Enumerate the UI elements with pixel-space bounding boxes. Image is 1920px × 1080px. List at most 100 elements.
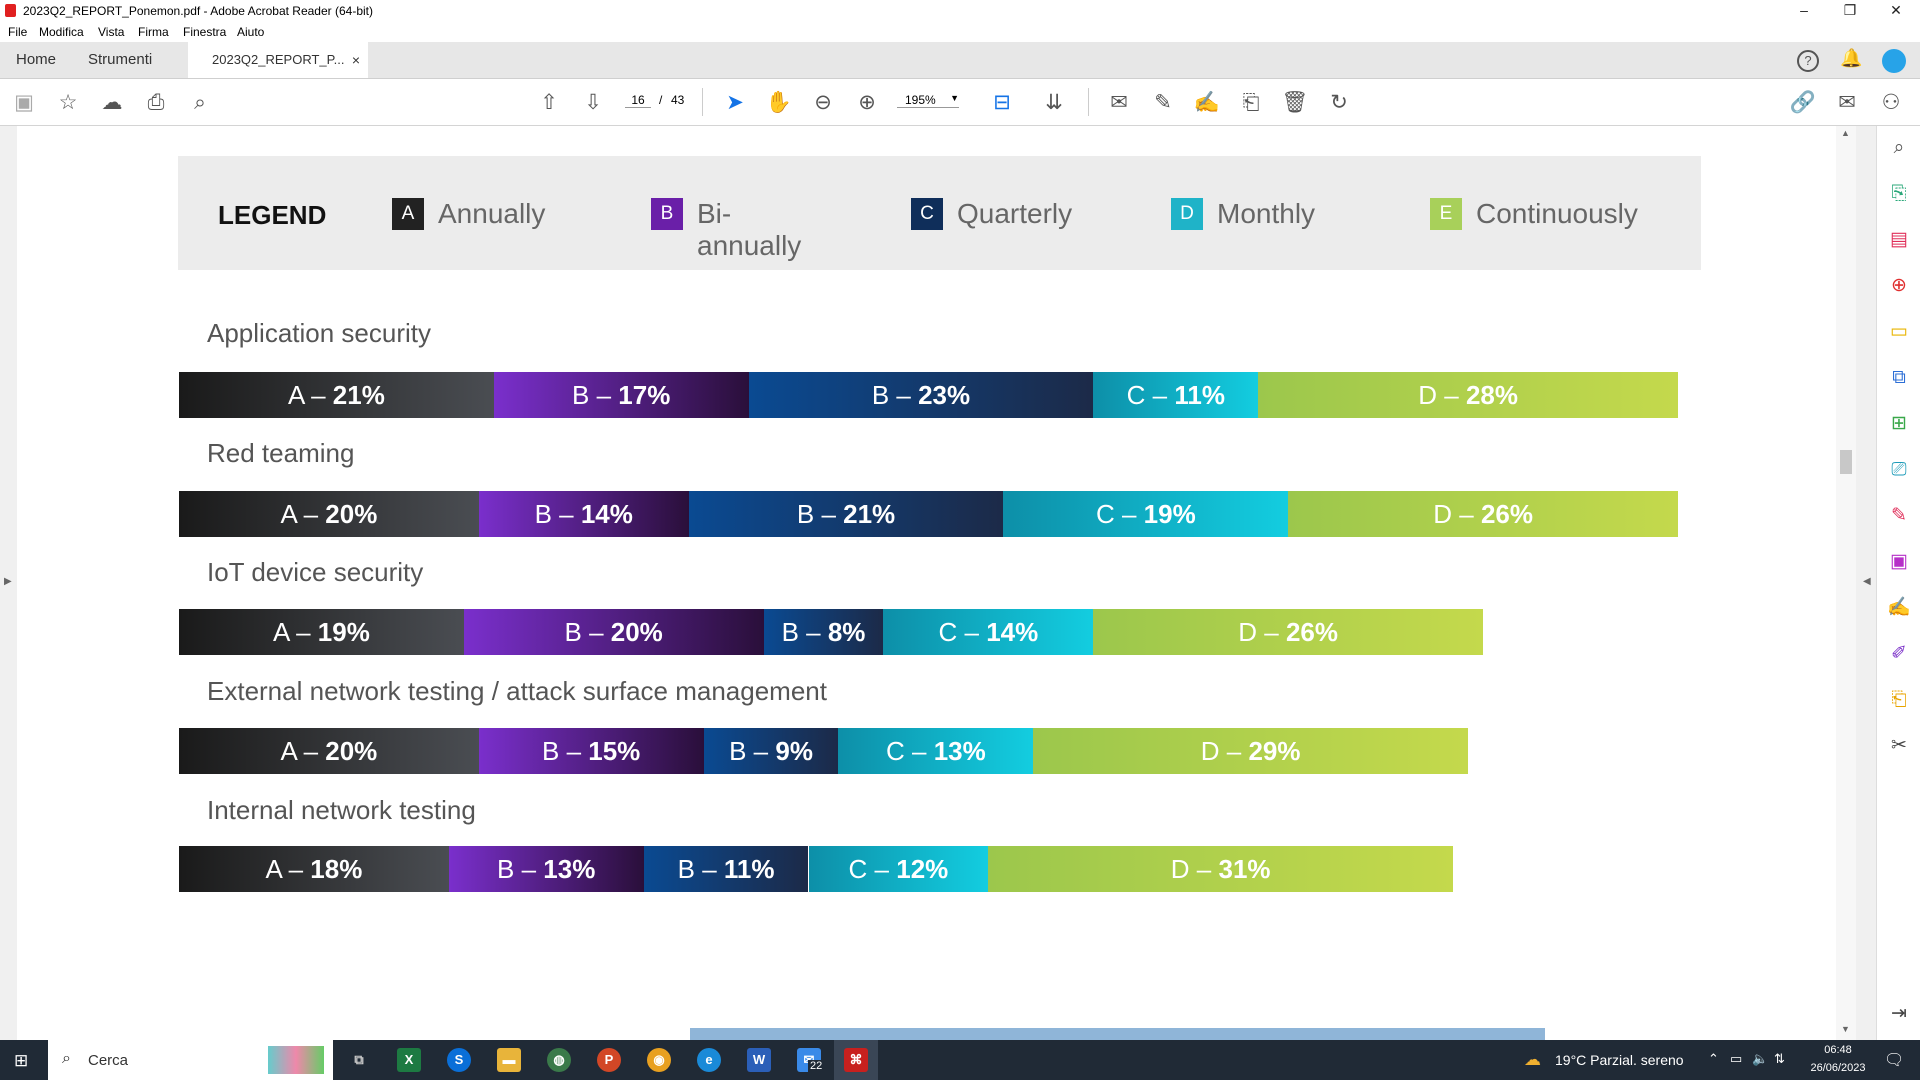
page-fit-icon[interactable]: ⊟ bbox=[993, 91, 1011, 114]
hand-tool-icon[interactable]: ✋ bbox=[765, 91, 793, 114]
bar-segment-value: 11% bbox=[1174, 380, 1225, 410]
volume-icon[interactable]: 🔈 bbox=[1752, 1051, 1769, 1066]
row-title-application-security: Application security bbox=[207, 318, 431, 348]
tab-document[interactable]: 2023Q2_REPORT_P... × bbox=[188, 42, 368, 78]
edit-pdf-icon[interactable]: ✐ bbox=[1891, 643, 1907, 664]
menu-finestra[interactable]: Finestra bbox=[183, 25, 227, 39]
tab-tools[interactable]: Strumenti bbox=[88, 51, 153, 68]
share-link-icon[interactable]: 🔗 bbox=[1789, 91, 1817, 114]
bar-segment-b: B – 17% bbox=[493, 372, 749, 418]
highlight-pen-icon[interactable]: ✎ bbox=[1154, 91, 1172, 114]
scroll-down-icon[interactable]: ▼ bbox=[1841, 1024, 1850, 1034]
bar-segment-value: 20% bbox=[325, 736, 378, 766]
scroll-up-icon[interactable]: ▲ bbox=[1841, 128, 1850, 138]
tab-home[interactable]: Home bbox=[16, 51, 57, 68]
upload-cloud-icon[interactable]: ☁ bbox=[101, 91, 123, 114]
zoom-in-icon[interactable]: ⊕ bbox=[858, 91, 876, 114]
bar-segment-letter: C – bbox=[848, 854, 897, 884]
powerpoint-app-icon[interactable]: P bbox=[597, 1048, 621, 1072]
collapse-panel-icon[interactable]: ◀ bbox=[1863, 576, 1871, 587]
create-pdf-icon[interactable]: ⊕ bbox=[1891, 275, 1907, 296]
word-app-icon[interactable]: W bbox=[747, 1048, 771, 1072]
next-page-icon[interactable]: ⇩ bbox=[584, 91, 602, 114]
fill-sign-icon[interactable]: ✎ bbox=[1891, 505, 1907, 526]
combine-files-icon[interactable]: ⧉ bbox=[1892, 367, 1906, 388]
skype-app-icon[interactable]: S bbox=[447, 1048, 471, 1072]
page-number-input[interactable]: 16 bbox=[625, 93, 651, 108]
request-signature-icon[interactable]: ✍ bbox=[1887, 597, 1911, 618]
bar-segment-value: 26% bbox=[1480, 499, 1533, 529]
collapse-right-pane-icon[interactable]: ⇥ bbox=[1891, 1003, 1907, 1024]
menu-modifica[interactable]: Modifica bbox=[39, 25, 84, 39]
zoom-search-icon[interactable]: ⌕ bbox=[1893, 137, 1905, 158]
bar-segment-letter: B – bbox=[796, 499, 844, 529]
compress-icon[interactable]: ⊞ bbox=[1891, 413, 1907, 434]
clock-date[interactable]: 26/06/2023 bbox=[1810, 1062, 1866, 1074]
account-lock-icon[interactable]: ⚇ bbox=[1881, 91, 1901, 114]
account-avatar[interactable] bbox=[1882, 49, 1906, 73]
previous-page-icon[interactable]: ⇧ bbox=[540, 91, 558, 114]
menu-file[interactable]: File bbox=[8, 25, 28, 39]
tab-close-icon[interactable]: × bbox=[351, 52, 360, 68]
send-for-review-icon[interactable]: ⎗ bbox=[1891, 689, 1907, 710]
notifications-center-icon[interactable]: 🗨 bbox=[1884, 1052, 1905, 1069]
weather-icon[interactable]: ☁ bbox=[1524, 1050, 1541, 1069]
scrollbar-thumb[interactable] bbox=[1840, 450, 1852, 474]
task-view-icon[interactable]: ⧉ bbox=[354, 1052, 364, 1067]
search-zoom-icon[interactable]: ⌕ bbox=[194, 91, 206, 114]
scroll-mode-icon[interactable]: ⇊ bbox=[1045, 91, 1063, 114]
bar-segment-value: 18% bbox=[310, 854, 363, 884]
close-window-button[interactable]: ✕ bbox=[1890, 2, 1902, 18]
help-icon[interactable]: ? bbox=[1797, 50, 1819, 72]
zoom-level-select[interactable]: 195% ▼ bbox=[897, 93, 959, 108]
show-hidden-icons-chevron-icon[interactable]: ⌃ bbox=[1708, 1051, 1719, 1066]
bar-segment-letter: A – bbox=[265, 854, 311, 884]
zoom-out-icon[interactable]: ⊖ bbox=[814, 91, 832, 114]
legend-label-quarterly: Quarterly bbox=[957, 198, 1073, 229]
legend-label-bi-annually: Bi-annually bbox=[697, 198, 802, 261]
menu-vista[interactable]: Vista bbox=[98, 25, 125, 39]
battery-icon[interactable]: ▭ bbox=[1730, 1051, 1743, 1066]
taskbar-search-box[interactable]: ⌕ Cerca bbox=[48, 1040, 333, 1080]
taskbar-search-placeholder: Cerca bbox=[88, 1052, 129, 1069]
bar-segment-letter: C – bbox=[1095, 499, 1144, 529]
rotate-icon[interactable]: ↻ bbox=[1330, 91, 1348, 114]
delete-icon[interactable]: 🗑 bbox=[1281, 91, 1309, 114]
bar-segment-b: B – 21% bbox=[688, 491, 1004, 537]
minimize-button[interactable]: – bbox=[1800, 2, 1808, 18]
excel-app-icon[interactable]: X bbox=[397, 1048, 421, 1072]
notification-bell-icon[interactable]: 🔔 bbox=[1840, 48, 1863, 68]
protect-icon[interactable]: ▣ bbox=[1890, 551, 1908, 572]
save-icon[interactable]: ▣ bbox=[14, 91, 34, 114]
file-explorer-icon[interactable]: ▬ bbox=[497, 1048, 521, 1072]
menu-aiuto[interactable]: Aiuto bbox=[237, 25, 265, 39]
toolbar-divider bbox=[702, 88, 703, 116]
edge-app-icon[interactable]: e bbox=[697, 1048, 721, 1072]
print-icon[interactable]: ⎙ bbox=[147, 91, 165, 114]
chrome-app-icon[interactable]: ◉ bbox=[647, 1048, 671, 1072]
bar-red-teaming: A – 20% B – 14% B – 21% C – 19% D – 26% bbox=[179, 491, 1678, 537]
vertical-scrollbar[interactable]: ▲ ▼ bbox=[1836, 126, 1856, 1040]
weather-text[interactable]: 19°C Parzial. sereno bbox=[1555, 1052, 1684, 1068]
email-icon[interactable]: ✉ bbox=[1838, 91, 1856, 114]
acrobat-taskbar-active[interactable]: ⌘ bbox=[834, 1040, 878, 1080]
browser-globe-icon[interactable]: ◍ bbox=[547, 1048, 571, 1072]
clock-time[interactable]: 06:48 bbox=[1824, 1044, 1852, 1056]
stamp-icon[interactable]: ⎗ bbox=[1242, 91, 1260, 114]
bar-segment-value: 19% bbox=[317, 617, 370, 647]
left-panel-toggle-icon[interactable]: ▶ bbox=[4, 576, 12, 587]
restore-button[interactable]: ❐ bbox=[1843, 2, 1857, 18]
more-tools-icon[interactable]: ✂ bbox=[1891, 735, 1907, 756]
legend-badge-b: B bbox=[651, 198, 683, 230]
organize-pages-icon[interactable]: ▤ bbox=[1890, 229, 1908, 250]
windows-start-icon[interactable]: ⊞ bbox=[14, 1051, 29, 1070]
export-pdf-icon[interactable]: ⎘ bbox=[1891, 183, 1907, 204]
draw-icon[interactable]: ✍ bbox=[1193, 91, 1221, 114]
bookmark-star-icon[interactable]: ☆ bbox=[58, 91, 78, 114]
menu-firma[interactable]: Firma bbox=[138, 25, 169, 39]
comment-icon[interactable]: ✉ bbox=[1110, 91, 1128, 114]
select-cursor-icon[interactable]: ➤ bbox=[726, 91, 744, 114]
comment-panel-icon[interactable]: ▭ bbox=[1890, 321, 1908, 342]
network-icon[interactable]: ⇅ bbox=[1774, 1051, 1785, 1066]
scan-icon[interactable]: ⎚ bbox=[1891, 459, 1907, 480]
